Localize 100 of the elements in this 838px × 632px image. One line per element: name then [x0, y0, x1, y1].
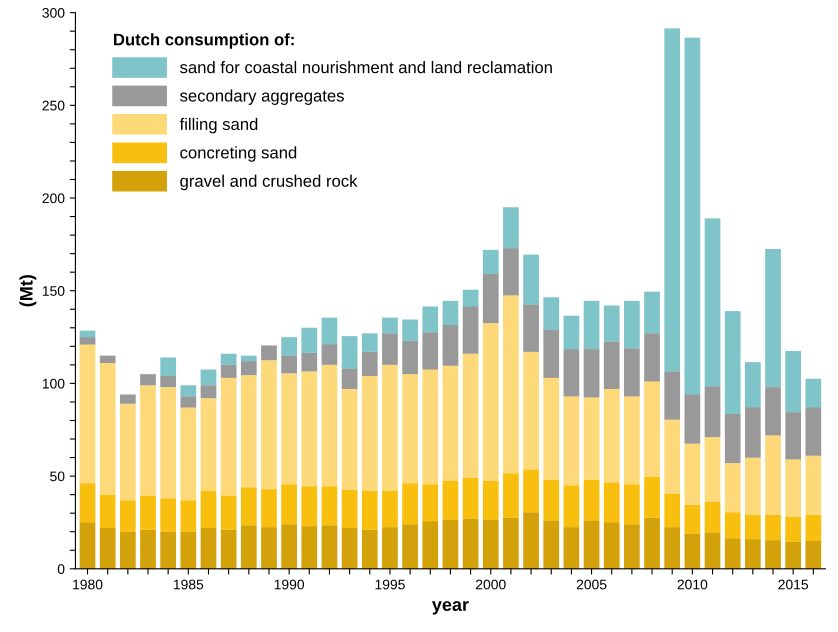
bar — [744, 539, 761, 569]
bar — [785, 350, 802, 412]
bar — [503, 473, 519, 518]
bar — [220, 496, 237, 530]
bar — [785, 516, 802, 542]
bar — [382, 527, 398, 569]
bar — [342, 490, 358, 528]
bar — [482, 250, 499, 274]
bar — [765, 540, 781, 569]
bar — [382, 490, 398, 528]
bar — [624, 300, 640, 348]
bar — [543, 297, 560, 330]
bar — [120, 532, 136, 569]
bar — [362, 333, 378, 352]
legend-title: Dutch consumption of: — [114, 33, 294, 49]
bar — [160, 387, 176, 498]
bar — [584, 349, 600, 398]
y-tick-label: 300 — [42, 8, 64, 18]
bar — [442, 520, 458, 569]
bar — [342, 388, 358, 490]
bar — [724, 512, 741, 538]
bar — [462, 354, 478, 478]
legend-label: concreting sand — [180, 146, 296, 162]
bar — [644, 333, 660, 382]
bar — [80, 337, 96, 344]
bar — [704, 502, 720, 533]
bar — [422, 306, 438, 332]
bar — [744, 408, 761, 458]
bar — [281, 373, 297, 484]
bar — [442, 366, 458, 481]
x-tick-label: 2000 — [476, 580, 506, 590]
bar — [543, 330, 560, 378]
bar — [100, 363, 116, 495]
bar — [220, 364, 237, 378]
bar — [200, 398, 216, 491]
bar — [382, 364, 398, 491]
bar — [80, 330, 96, 338]
x-tick-label: 1995 — [376, 580, 405, 590]
bar — [704, 386, 720, 438]
bar — [564, 349, 580, 396]
bar — [785, 412, 802, 460]
bar — [240, 525, 257, 569]
bar — [322, 318, 338, 344]
bar — [482, 274, 499, 324]
bar — [442, 480, 458, 520]
bar — [584, 520, 600, 569]
bar — [180, 396, 196, 408]
bar — [160, 376, 176, 388]
bar — [322, 344, 338, 365]
bar — [120, 404, 136, 500]
bar — [80, 484, 96, 522]
bar — [564, 316, 580, 350]
bar — [240, 361, 257, 376]
bar — [482, 323, 499, 481]
bar — [220, 530, 237, 569]
bar — [160, 357, 176, 376]
bar — [362, 530, 378, 569]
bar — [604, 482, 620, 522]
bar — [624, 396, 640, 484]
bar — [80, 522, 96, 569]
bar — [503, 518, 519, 569]
bar — [301, 371, 318, 486]
bar — [120, 500, 136, 532]
bar — [180, 408, 196, 500]
bar — [100, 356, 116, 364]
x-axis-title: year — [432, 601, 469, 615]
bar — [301, 352, 318, 372]
bar — [564, 485, 580, 528]
bar — [180, 500, 196, 532]
bar — [422, 332, 438, 370]
bar — [442, 300, 458, 326]
bar — [261, 360, 277, 490]
bar — [704, 532, 720, 569]
bar — [724, 414, 741, 464]
bar — [160, 498, 176, 532]
bar — [462, 306, 478, 354]
bar — [140, 385, 156, 496]
bar — [402, 484, 418, 524]
bar — [564, 527, 580, 569]
bar — [180, 385, 196, 396]
bar — [140, 374, 156, 386]
bar — [523, 512, 539, 569]
bar — [180, 532, 196, 569]
bar — [604, 306, 620, 342]
legend-label: gravel and crushed rock — [180, 174, 358, 190]
bar — [744, 362, 761, 408]
bar — [604, 342, 620, 389]
bar — [240, 356, 257, 362]
bar — [261, 527, 277, 569]
bar — [342, 528, 358, 569]
bar — [422, 370, 438, 484]
bar — [322, 364, 338, 486]
bar — [543, 520, 560, 569]
bar — [543, 378, 560, 480]
bar — [604, 522, 620, 569]
bar — [584, 397, 600, 480]
bar — [684, 444, 700, 505]
bar — [342, 368, 358, 389]
x-tick-label: 2010 — [678, 580, 708, 590]
bar — [402, 340, 418, 374]
